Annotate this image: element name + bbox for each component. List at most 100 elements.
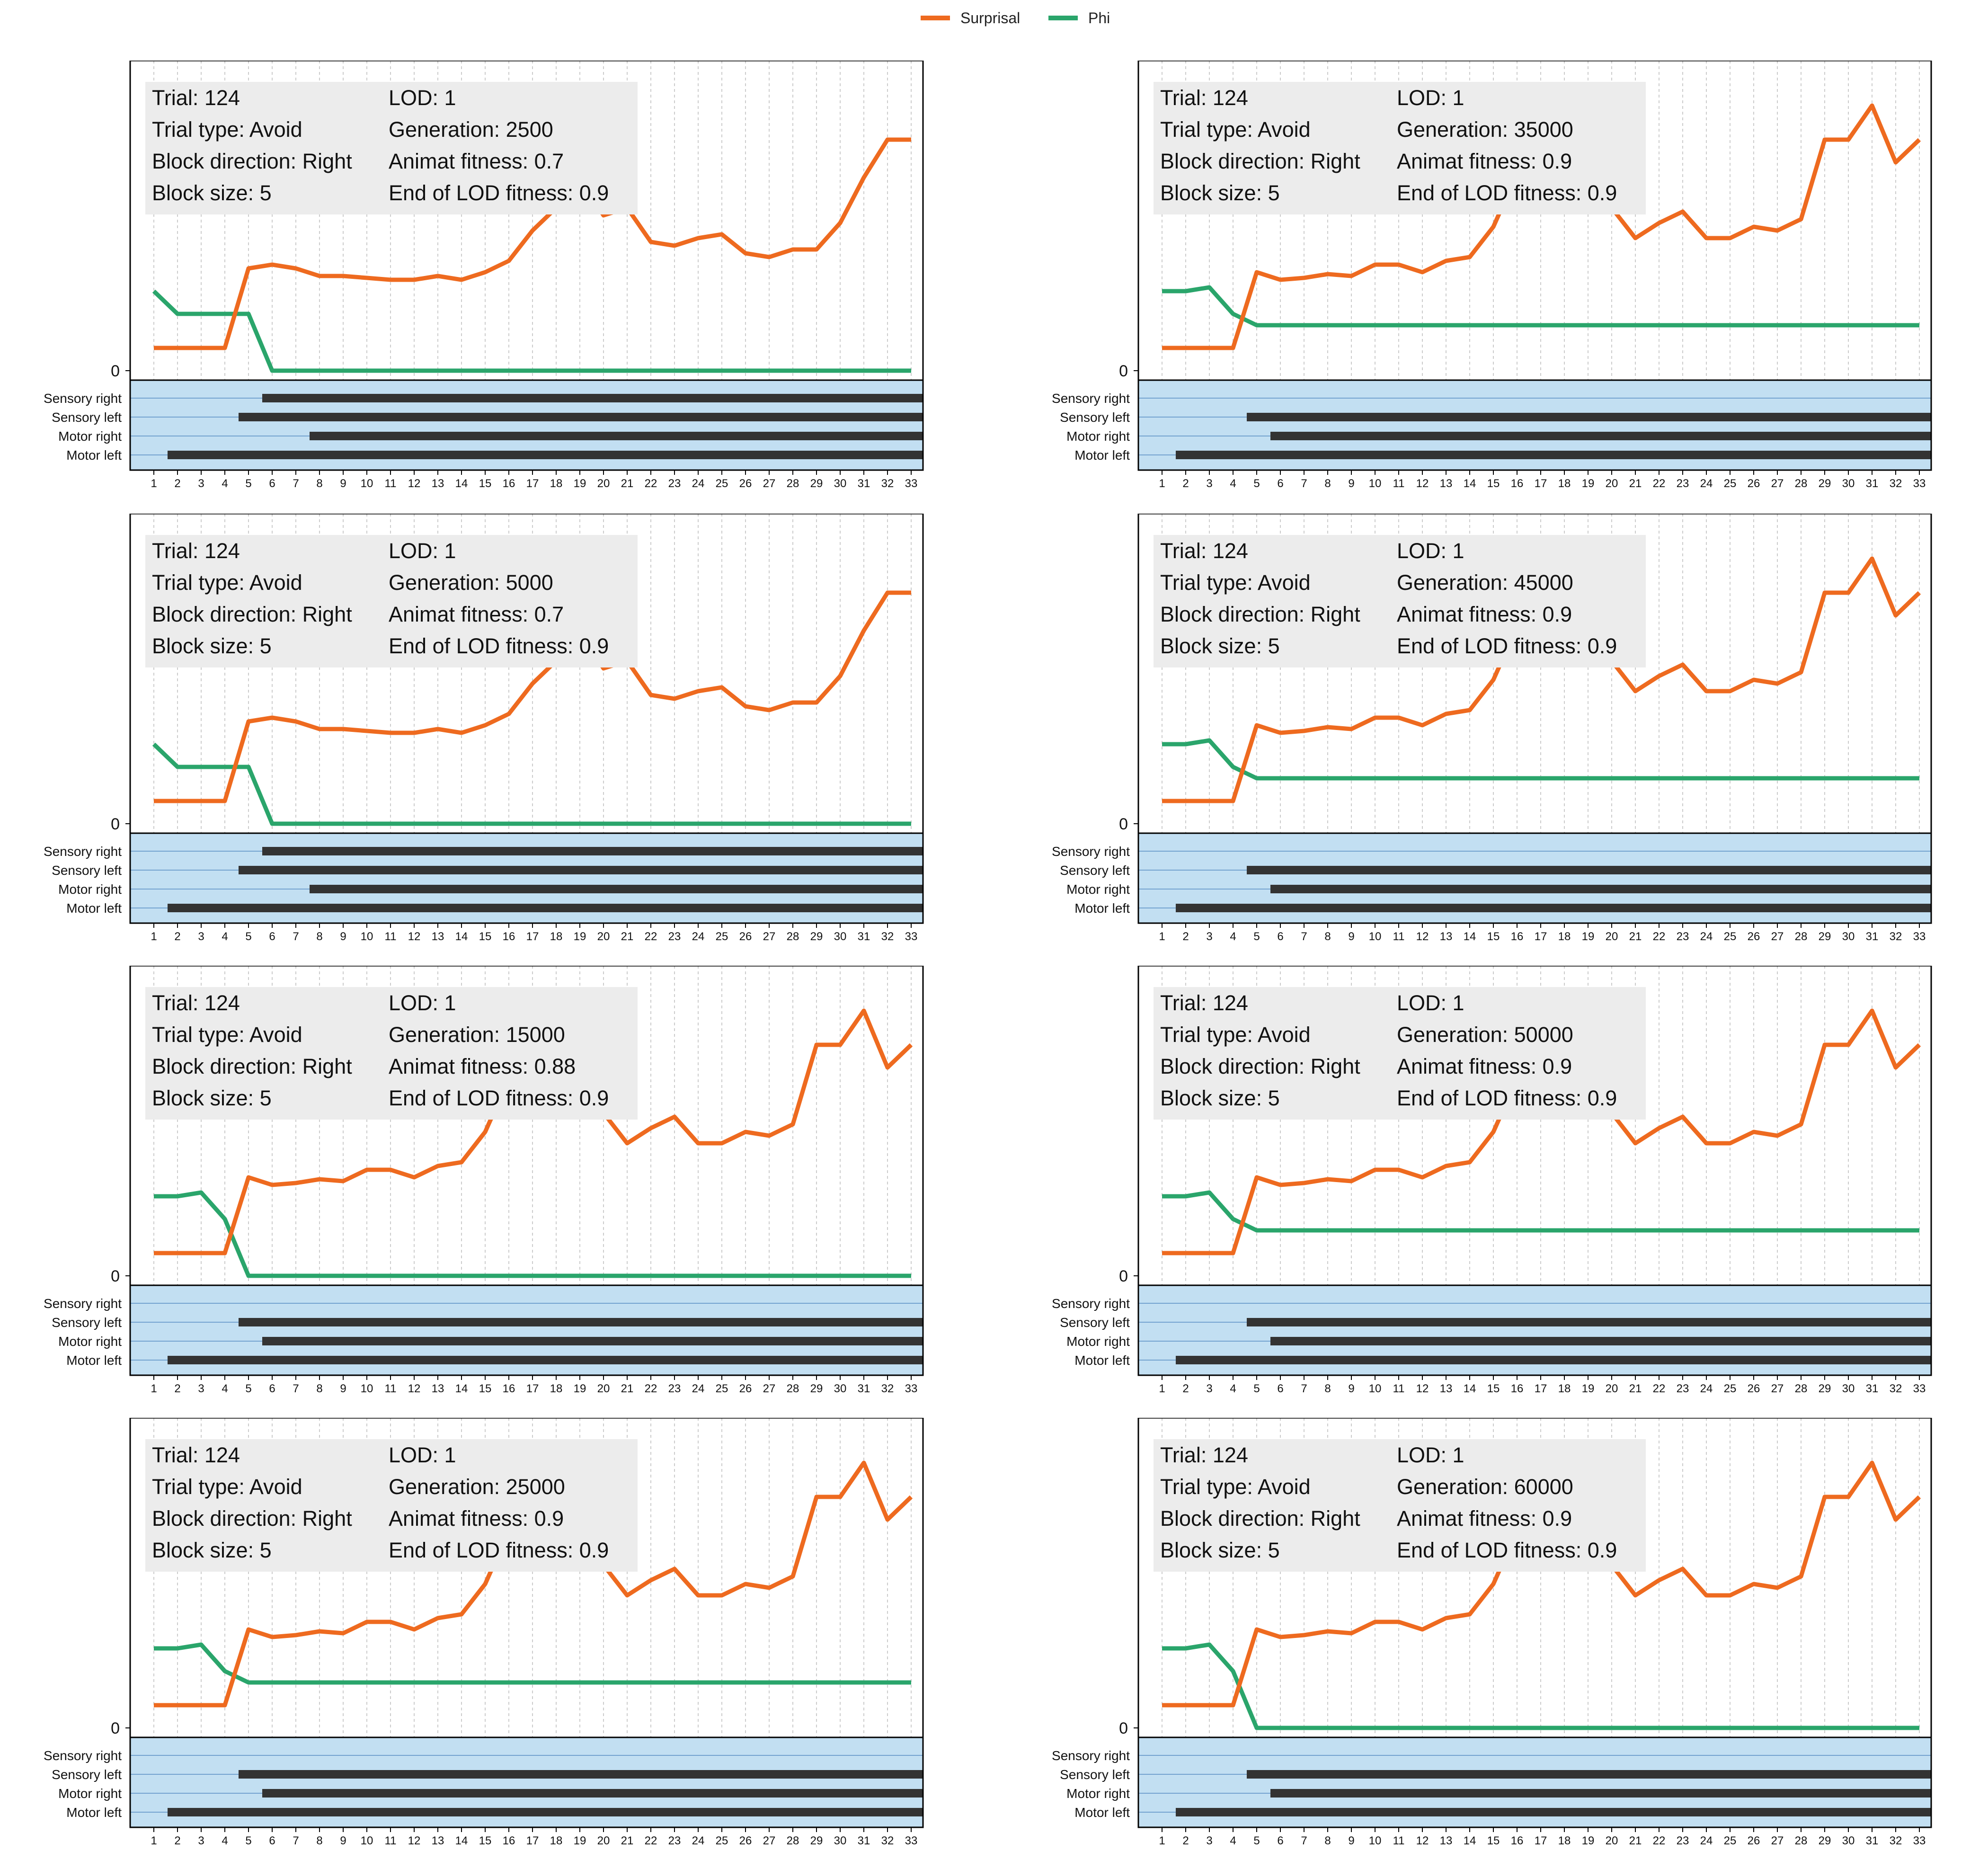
x-tick-label: 13 [432,1382,444,1395]
trial-info-box: Trial: 124 Trial type: Avoid Block directi… [145,987,638,1120]
y-tick-label: 0 [111,1267,120,1285]
y-tick-label: 0 [1119,815,1128,833]
x-tick-label: 5 [245,1382,251,1395]
y-tick-label: 0 [1119,362,1128,380]
info-block-size: Block size: 5 [1160,1086,1280,1111]
info-animat-fitness: Animat fitness: 0.9 [1397,1506,1572,1531]
band-frame [129,832,924,924]
x-tick-label: 32 [1890,930,1902,943]
x-tick-label: 14 [455,477,468,490]
x-tick-label: 23 [668,1382,681,1395]
x-tick-label: 8 [1324,477,1331,490]
sensor-label: Sensory right [1052,1296,1130,1311]
x-tick-label: 26 [1748,1834,1760,1847]
series-line-phi [154,1642,911,1685]
band-frame [129,1284,924,1376]
info-value: 1 [1452,86,1464,110]
info-value: Avoid [1257,117,1311,142]
x-tick-label: 2 [174,930,180,943]
sensor-label: Motor right [58,1786,122,1801]
chart-panel-5: Sensory right Sensory left Motor right Moto… [7,966,924,1397]
x-tick-label: 10 [361,477,373,490]
info-block-direction: Block direction: Right [152,1506,352,1531]
x-tick-label: 4 [1230,1834,1236,1847]
x-tick-label: 16 [1511,477,1524,490]
band-frame [1137,1736,1932,1828]
info-label: Block direction: [152,1506,302,1531]
x-tick-label: 14 [1464,930,1476,943]
x-tick-label: 25 [1724,930,1737,943]
x-tick-label: 23 [1677,930,1689,943]
info-trial: Trial: 124 [1160,86,1248,110]
chart-svg: Sensory right Sensory left Motor right Moto… [1052,514,1932,943]
info-generation: Generation: 45000 [1397,570,1573,595]
info-trial-type: Trial type: Avoid [1160,1475,1311,1499]
x-tick-label: 20 [597,1834,610,1847]
info-label: Generation: [389,1023,506,1047]
info-trial-type: Trial type: Avoid [152,117,302,142]
x-tick-label: 4 [1230,477,1236,490]
x-tick-label: 2 [1182,1382,1189,1395]
x-tick-label: 33 [905,930,918,943]
x-tick-label: 13 [432,930,444,943]
info-label: Trial type: [152,1475,249,1499]
info-block-size: Block size: 5 [152,634,272,659]
info-label: Block direction: [152,149,302,173]
x-tick-label: 29 [810,477,823,490]
info-value: 124 [204,539,240,563]
x-tick-label: 22 [645,1382,657,1395]
x-tick-label: 6 [269,1382,275,1395]
x-tick-label: 10 [1369,930,1382,943]
x-tick-label: 22 [645,1834,657,1847]
x-tick-label: 31 [858,1834,870,1847]
info-animat-fitness: Animat fitness: 0.9 [1397,602,1572,627]
x-tick-label: 2 [174,1834,180,1847]
info-value: 1 [444,991,456,1015]
x-tick-label: 18 [1558,1382,1571,1395]
info-value: 0.9 [1542,1506,1572,1531]
x-tick-label: 5 [245,1834,251,1847]
x-tick-label: 28 [1795,930,1808,943]
info-trial: Trial: 124 [1160,991,1248,1015]
info-value: Avoid [249,117,302,142]
x-tick-label: 7 [293,1382,299,1395]
x-tick-label: 12 [1416,1834,1429,1847]
info-value: 5 [1268,181,1280,205]
chart-panel-4: Sensory right Sensory left Motor right Moto… [1015,514,1932,944]
x-tick-label: 17 [526,930,539,943]
chart-svg: Sensory right Sensory left Motor right Moto… [1052,1418,1932,1847]
info-label: Trial type: [152,1023,249,1047]
x-tick-label: 21 [621,930,634,943]
x-tick-label: 25 [1724,1382,1737,1395]
sensor-label: Sensory right [44,1748,122,1763]
x-tick-label: 19 [574,1382,586,1395]
x-tick-label: 8 [1324,1834,1331,1847]
x-tick-label: 4 [222,477,228,490]
chart-svg: Sensory right Sensory left Motor right Moto… [44,966,924,1395]
x-tick-label: 3 [198,1834,204,1847]
x-tick-label: 1 [1159,477,1165,490]
info-label: End of LOD fitness: [389,1538,579,1562]
x-tick-label: 9 [340,477,346,490]
x-tick-label: 31 [858,477,870,490]
sensor-label: Sensory left [52,1315,122,1330]
x-tick-label: 11 [1393,930,1405,943]
y-tick-label: 0 [1119,1719,1128,1737]
x-tick-label: 6 [1277,1834,1283,1847]
info-value: 1 [444,1443,456,1467]
sensor-bar [1176,904,1931,912]
info-block-size: Block size: 5 [1160,634,1280,659]
x-tick-label: 20 [597,1382,610,1395]
info-label: Trial type: [1160,1023,1258,1047]
trial-info-box: Trial: 124 Trial type: Avoid Block directi… [145,1439,638,1572]
series-line-phi [1162,738,1919,781]
sensor-label: Sensory left [52,410,122,425]
info-value: Avoid [1257,1475,1311,1499]
x-tick-label: 25 [716,1382,728,1395]
x-tick-label: 2 [1182,477,1189,490]
x-tick-label: 2 [174,477,180,490]
x-tick-label: 3 [198,930,204,943]
x-tick-label: 1 [1159,1834,1165,1847]
info-value: 5 [1268,634,1280,658]
x-tick-label: 16 [1511,1382,1524,1395]
